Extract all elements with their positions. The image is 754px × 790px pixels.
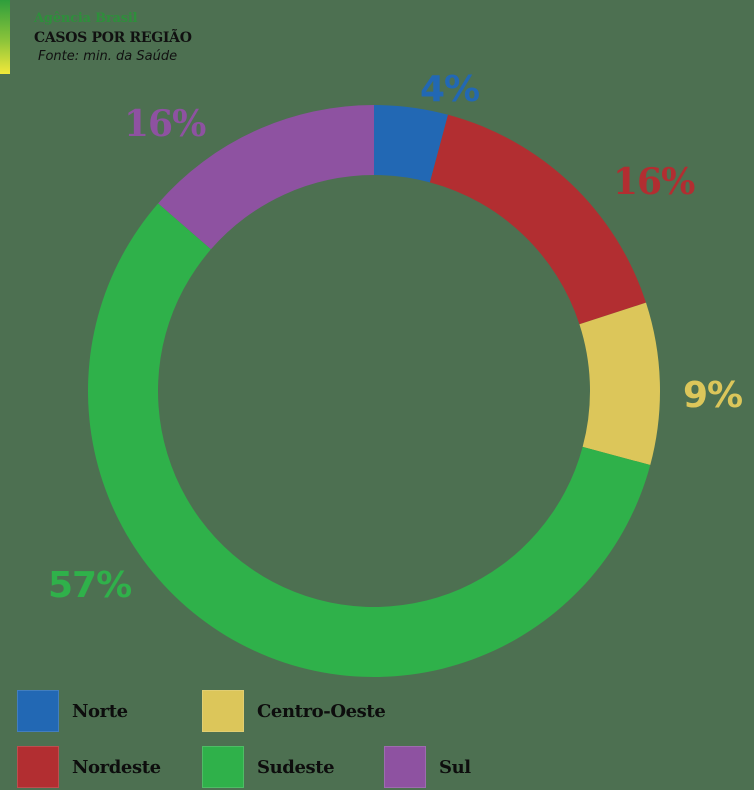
donut-segment-sudeste bbox=[87, 203, 651, 678]
donut-segment-centro-oeste bbox=[579, 302, 660, 466]
label-nordeste-percent: 16% bbox=[613, 161, 695, 203]
legend-label-nordeste: Nordeste bbox=[72, 756, 161, 778]
legend-item-centro-oeste: Centro-Oeste bbox=[202, 690, 386, 732]
legend-label-sudeste: Sudeste bbox=[257, 756, 335, 778]
legend-item-sudeste: Sudeste bbox=[202, 746, 335, 788]
legend-item-sul: Sul bbox=[384, 746, 471, 788]
legend-label-sul: Sul bbox=[439, 756, 471, 778]
brand-gradient-bar bbox=[0, 0, 10, 74]
chart-title: CASOS POR REGIÃO bbox=[34, 30, 192, 46]
label-norte-percent: 4% bbox=[420, 69, 480, 110]
legend-item-norte: Norte bbox=[17, 690, 128, 732]
legend-item-nordeste: Nordeste bbox=[17, 746, 161, 788]
chart-header: Agência Brasil CASOS POR REGIÃO Fonte: m… bbox=[34, 10, 192, 66]
legend-label-centro-oeste: Centro-Oeste bbox=[257, 700, 386, 722]
donut-segment-norte bbox=[374, 105, 449, 183]
legend-swatch-sudeste bbox=[202, 746, 244, 788]
donut-segment-sul bbox=[158, 105, 374, 250]
legend-swatch-nordeste bbox=[17, 746, 59, 788]
brand-name: Agência Brasil bbox=[34, 11, 138, 26]
label-sudeste-percent: 57% bbox=[48, 565, 132, 606]
label-sul-percent: 16% bbox=[124, 103, 206, 145]
legend-label-norte: Norte bbox=[72, 700, 128, 722]
donut-segment-nordeste bbox=[429, 114, 647, 325]
chart-source: Fonte: min. da Saúde bbox=[38, 49, 178, 64]
legend-swatch-norte bbox=[17, 690, 59, 732]
legend-swatch-centro-oeste bbox=[202, 690, 244, 732]
legend-swatch-sul bbox=[384, 746, 426, 788]
label-centro-oeste-percent: 9% bbox=[683, 375, 743, 416]
